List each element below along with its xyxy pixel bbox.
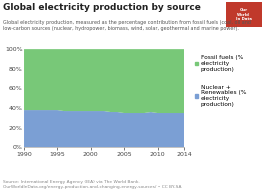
Text: Global electricity production by source: Global electricity production by source	[3, 3, 201, 12]
Text: Global electricity production, measured as the percentage contribution from foss: Global electricity production, measured …	[3, 20, 251, 31]
Text: Source: International Energy Agency (IEA) via The World Bank.
OurWorldInData.org: Source: International Energy Agency (IEA…	[3, 180, 181, 189]
Text: Our
World
In Data: Our World In Data	[236, 8, 252, 21]
Legend: Fossil fuels (%
electricity
production), Nuclear +
Renewables (%
electricity
pro: Fossil fuels (% electricity production),…	[194, 54, 247, 108]
